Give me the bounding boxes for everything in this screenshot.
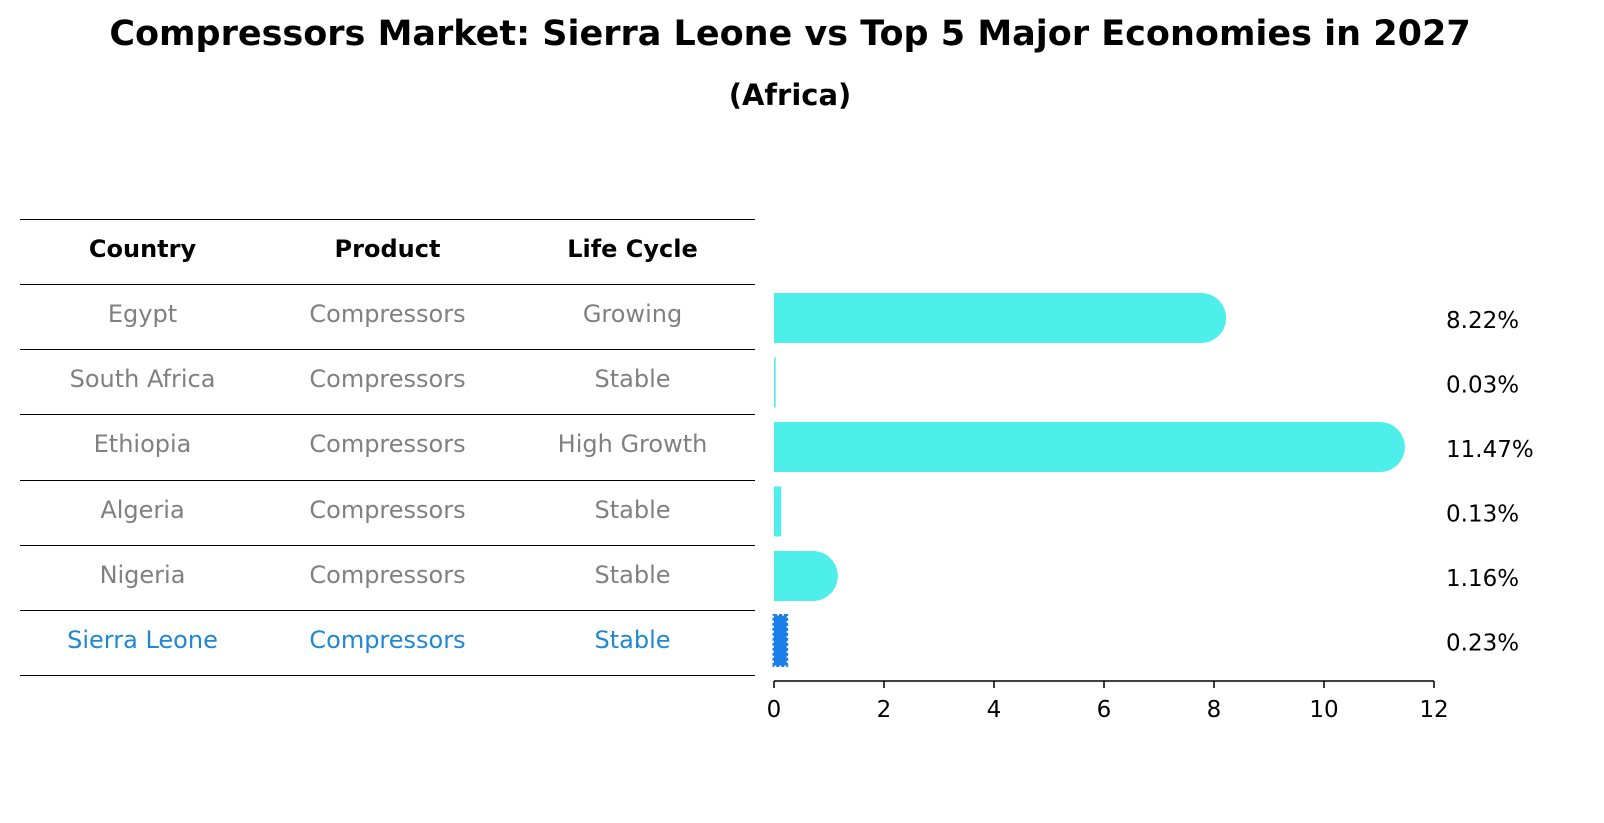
table-cell-life-cycle: Stable xyxy=(594,496,671,524)
x-tick-label: 10 xyxy=(1309,697,1338,723)
table-rule xyxy=(20,414,755,415)
data-label: 0.13% xyxy=(1446,502,1519,528)
table-rule xyxy=(20,349,755,350)
table-cell-product-highlight: Compressors xyxy=(309,626,466,654)
table-cell-country: Nigeria xyxy=(99,561,186,589)
x-tick-label: 12 xyxy=(1419,697,1448,723)
x-tick-label: 8 xyxy=(1207,697,1222,723)
table-rule xyxy=(20,219,755,220)
bar xyxy=(774,357,776,408)
data-label: 0.03% xyxy=(1446,373,1519,399)
table-cell-product: Compressors xyxy=(309,365,466,393)
x-tick-label: 0 xyxy=(767,697,782,723)
data-label: 11.47% xyxy=(1446,437,1534,463)
column-header-product: Product xyxy=(334,235,441,263)
chart-subtitle: (Africa) xyxy=(728,78,852,112)
table-cell-product: Compressors xyxy=(309,561,466,589)
table-rule xyxy=(20,480,755,481)
bar xyxy=(774,293,1227,343)
data-label: 1.16% xyxy=(1446,566,1519,592)
table-cell-country: Egypt xyxy=(107,300,178,328)
data-label: 8.22% xyxy=(1446,308,1519,334)
table-rule xyxy=(20,610,755,611)
table-cell-product: Compressors xyxy=(309,430,466,458)
table-cell-life-cycle: Growing xyxy=(582,300,683,328)
table-cell-country: South Africa xyxy=(69,365,216,393)
column-header-life-cycle: Life Cycle xyxy=(567,235,698,263)
table-cell-life-cycle-highlight: Stable xyxy=(594,626,671,654)
table-rule xyxy=(20,545,755,546)
table-cell-country: Ethiopia xyxy=(93,430,192,458)
table-cell-life-cycle: High Growth xyxy=(557,430,708,458)
bar-highlight xyxy=(772,614,789,667)
table-cell-country: Algeria xyxy=(100,496,185,524)
table-cell-product: Compressors xyxy=(309,496,466,524)
bar xyxy=(774,551,838,601)
data-label: 0.23% xyxy=(1446,631,1519,657)
table-cell-life-cycle: Stable xyxy=(594,365,671,393)
x-tick-label: 2 xyxy=(877,697,892,723)
table-cell-life-cycle: Stable xyxy=(594,561,671,589)
bar xyxy=(774,486,782,537)
x-tick-label: 4 xyxy=(987,697,1002,723)
table-cell-country-highlight: Sierra Leone xyxy=(67,626,218,654)
table-rule xyxy=(20,675,755,676)
table-cell-product: Compressors xyxy=(309,300,466,328)
table-rule xyxy=(20,284,755,285)
chart-title: Compressors Market: Sierra Leone vs Top … xyxy=(109,14,1471,54)
column-header-country: Country xyxy=(88,235,197,263)
x-tick-label: 6 xyxy=(1097,697,1112,723)
bar xyxy=(774,422,1405,472)
